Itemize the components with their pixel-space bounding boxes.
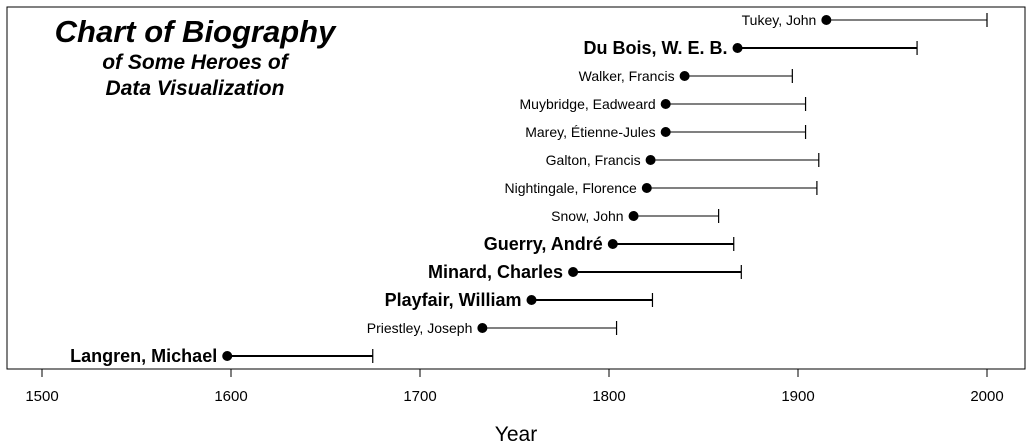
birth-marker <box>641 183 652 193</box>
person-name-label: Du Bois, W. E. B. <box>584 38 728 58</box>
lifespan-bars: Tukey, John Du Bois, W. E. B. Walker, Fran… <box>70 12 988 366</box>
person-name-label: Walker, Francis <box>579 68 675 84</box>
birth-marker <box>526 295 537 305</box>
birth-marker <box>222 351 233 361</box>
birth-marker <box>679 71 690 81</box>
person-row: Nightingale, Florence <box>505 180 818 196</box>
person-name-label: Playfair, William <box>385 290 522 310</box>
person-row: Muybridge, Eadweard <box>520 96 807 112</box>
person-row: Langren, Michael <box>70 346 374 366</box>
birth-marker <box>732 43 743 53</box>
person-name-label: Langren, Michael <box>70 346 217 366</box>
x-axis-label: Year <box>495 423 537 445</box>
chart-subtitle-line1: of Some Heroes of <box>102 51 288 74</box>
person-row: Priestley, Joseph <box>367 320 618 336</box>
chart-subtitle-line2: Data Visualization <box>105 77 285 100</box>
person-name-label: Muybridge, Eadweard <box>520 96 656 112</box>
person-name-label: Minard, Charles <box>428 262 563 282</box>
person-name-label: Guerry, André <box>484 234 603 254</box>
x-tick-label: 1700 <box>403 388 436 405</box>
person-row: Minard, Charles <box>428 262 742 282</box>
birth-marker <box>477 323 488 333</box>
birth-marker <box>607 239 618 249</box>
chart-title-block: Chart of Biography of Some Heroes of Dat… <box>40 14 350 102</box>
person-name-label: Galton, Francis <box>546 152 641 168</box>
person-name-label: Nightingale, Florence <box>505 180 638 196</box>
birth-marker <box>821 15 832 25</box>
birth-marker <box>645 155 656 165</box>
birth-marker <box>628 211 639 221</box>
person-row: Guerry, André <box>484 234 735 254</box>
person-row: Tukey, John <box>742 12 988 28</box>
x-tick-label: 2000 <box>970 388 1003 405</box>
x-axis: 1500 1600 1700 1800 1900 2000 <box>25 369 1004 405</box>
person-name-label: Marey, Étienne-Jules <box>525 124 655 140</box>
birth-marker <box>568 267 579 277</box>
x-tick-label: 1800 <box>592 388 625 405</box>
person-row: Du Bois, W. E. B. <box>584 38 918 58</box>
person-name-label: Tukey, John <box>742 12 817 28</box>
person-row: Marey, Étienne-Jules <box>525 124 807 140</box>
person-row: Snow, John <box>551 208 720 224</box>
person-row: Playfair, William <box>385 290 654 310</box>
x-tick-label: 1500 <box>25 388 58 405</box>
person-name-label: Priestley, Joseph <box>367 320 473 336</box>
person-row: Walker, Francis <box>579 68 793 84</box>
birth-marker <box>660 127 671 137</box>
person-name-label: Snow, John <box>551 208 623 224</box>
x-tick-label: 1600 <box>214 388 247 405</box>
plot-frame <box>6 6 1026 370</box>
birth-marker <box>660 99 671 109</box>
x-tick-label: 1900 <box>781 388 814 405</box>
chart-title: Chart of Biography <box>54 14 336 49</box>
person-row: Galton, Francis <box>546 152 820 168</box>
